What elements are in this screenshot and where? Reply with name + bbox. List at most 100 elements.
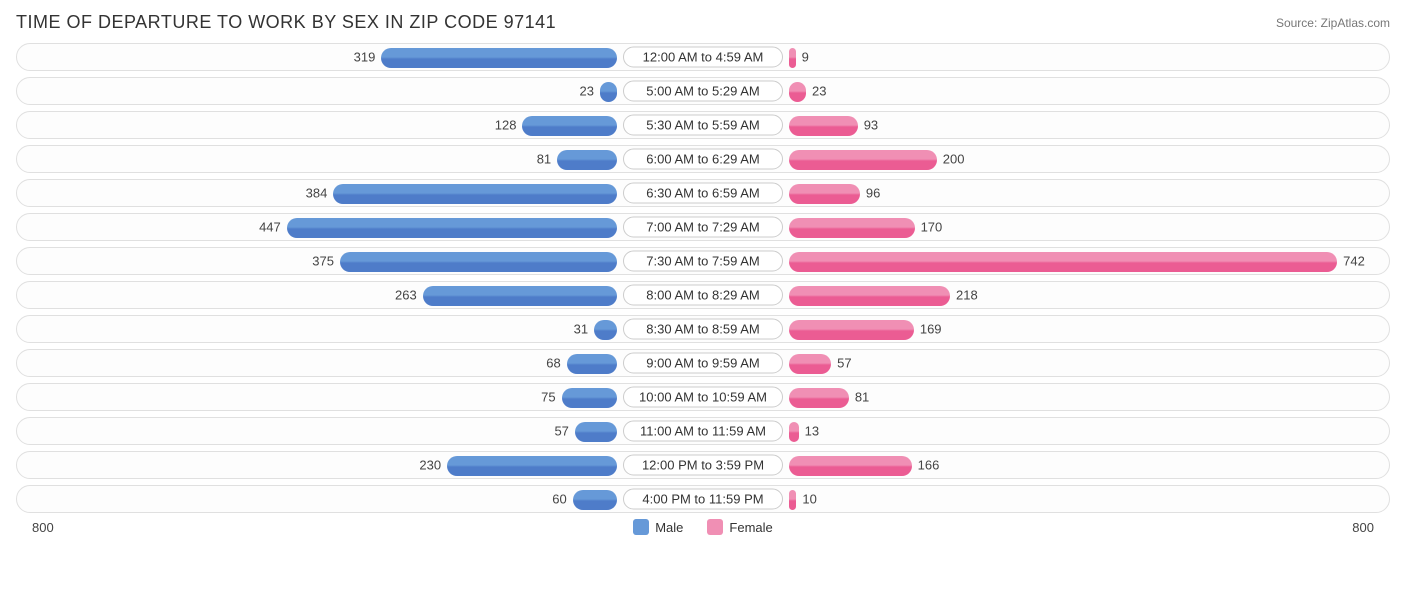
female-value: 23 xyxy=(812,84,826,99)
male-value: 81 xyxy=(537,152,551,167)
chart-row: 31 169 8:30 AM to 8:59 AM xyxy=(16,315,1390,343)
female-half: 218 xyxy=(703,282,1389,308)
header: TIME OF DEPARTURE TO WORK BY SEX IN ZIP … xyxy=(16,8,1390,43)
chart-row: 812006:00 AM to 6:29 AM xyxy=(16,145,1390,173)
category-label: 8:00 AM to 8:29 AM xyxy=(623,285,783,306)
male-bar xyxy=(567,354,617,374)
legend: 800 Male Female 800 xyxy=(16,519,1390,535)
female-half: 742 xyxy=(703,248,1389,274)
category-label: 7:00 AM to 7:29 AM xyxy=(623,217,783,238)
male-half: 447 xyxy=(17,214,703,240)
legend-male-label: Male xyxy=(655,520,683,535)
male-half: 81 xyxy=(17,146,703,172)
female-bar xyxy=(789,422,799,442)
axis-max-right: 800 xyxy=(1352,520,1374,535)
male-bar xyxy=(557,150,617,170)
chart-row: 263 218 8:00 AM to 8:29 AM xyxy=(16,281,1390,309)
source-label: Source: ZipAtlas.com xyxy=(1276,16,1390,30)
female-bar xyxy=(789,456,912,476)
male-half: 384 xyxy=(17,180,703,206)
male-bar xyxy=(575,422,617,442)
category-label: 5:30 AM to 5:59 AM xyxy=(623,115,783,136)
female-value: 169 xyxy=(920,322,942,337)
female-value: 218 xyxy=(956,288,978,303)
male-value: 375 xyxy=(312,254,334,269)
male-value: 68 xyxy=(546,356,560,371)
category-label: 12:00 PM to 3:59 PM xyxy=(623,455,783,476)
category-label: 5:00 AM to 5:29 AM xyxy=(623,81,783,102)
female-bar xyxy=(789,218,915,238)
chart-row: 128 93 5:30 AM to 5:59 AM xyxy=(16,111,1390,139)
male-value: 75 xyxy=(541,390,555,405)
category-label: 12:00 AM to 4:59 AM xyxy=(623,47,783,68)
female-value: 10 xyxy=(802,492,816,507)
category-label: 4:00 PM to 11:59 PM xyxy=(623,489,783,510)
female-value: 13 xyxy=(805,424,819,439)
category-label: 7:30 AM to 7:59 AM xyxy=(623,251,783,272)
chart-row: 384966:30 AM to 6:59 AM xyxy=(16,179,1390,207)
male-value: 263 xyxy=(395,288,417,303)
chart-row: 375 7427:30 AM to 7:59 AM xyxy=(16,247,1390,275)
female-half: 96 xyxy=(703,180,1389,206)
female-bar xyxy=(789,490,796,510)
chart-row: 68 579:00 AM to 9:59 AM xyxy=(16,349,1390,377)
male-bar xyxy=(423,286,617,306)
male-bar xyxy=(573,490,617,510)
female-half: 200 xyxy=(703,146,1389,172)
female-value: 166 xyxy=(918,458,940,473)
female-bar xyxy=(789,354,831,374)
male-half: 128 xyxy=(17,112,703,138)
female-half: 166 xyxy=(703,452,1389,478)
category-label: 10:00 AM to 10:59 AM xyxy=(623,387,783,408)
male-half: 230 xyxy=(17,452,703,478)
female-half: 9 xyxy=(703,44,1389,70)
male-bar xyxy=(333,184,617,204)
female-value: 200 xyxy=(943,152,965,167)
female-bar xyxy=(789,320,914,340)
male-value: 230 xyxy=(419,458,441,473)
male-half: 23 xyxy=(17,78,703,104)
female-bar xyxy=(789,388,849,408)
male-value: 128 xyxy=(495,118,517,133)
female-half: 23 xyxy=(703,78,1389,104)
female-bar xyxy=(789,184,860,204)
chart-row: 230 166 12:00 PM to 3:59 PM xyxy=(16,451,1390,479)
male-bar xyxy=(594,320,617,340)
chart-row: 60 10 4:00 PM to 11:59 PM xyxy=(16,485,1390,513)
legend-female-label: Female xyxy=(729,520,772,535)
female-half: 93 xyxy=(703,112,1389,138)
male-half: 263 xyxy=(17,282,703,308)
axis-max-left: 800 xyxy=(32,520,54,535)
category-label: 9:00 AM to 9:59 AM xyxy=(623,353,783,374)
male-bar xyxy=(562,388,617,408)
legend-female: Female xyxy=(707,519,772,535)
female-value: 9 xyxy=(802,50,809,65)
female-half: 81 xyxy=(703,384,1389,410)
chart-row: 57 13 11:00 AM to 11:59 AM xyxy=(16,417,1390,445)
female-half: 169 xyxy=(703,316,1389,342)
male-value: 447 xyxy=(259,220,281,235)
male-half: 375 xyxy=(17,248,703,274)
chart-row: 319 9 12:00 AM to 4:59 AM xyxy=(16,43,1390,71)
female-half: 10 xyxy=(703,486,1389,512)
chart-row: 4471707:00 AM to 7:29 AM xyxy=(16,213,1390,241)
female-value: 81 xyxy=(855,390,869,405)
legend-male: Male xyxy=(633,519,683,535)
female-value: 93 xyxy=(864,118,878,133)
female-half: 13 xyxy=(703,418,1389,444)
male-half: 60 xyxy=(17,486,703,512)
male-half: 75 xyxy=(17,384,703,410)
male-half: 57 xyxy=(17,418,703,444)
male-value: 384 xyxy=(306,186,328,201)
male-half: 31 xyxy=(17,316,703,342)
female-bar xyxy=(789,48,796,68)
chart-row: 23235:00 AM to 5:29 AM xyxy=(16,77,1390,105)
male-half: 68 xyxy=(17,350,703,376)
chart-row: 75 81 10:00 AM to 10:59 AM xyxy=(16,383,1390,411)
female-half: 57 xyxy=(703,350,1389,376)
female-bar xyxy=(789,252,1337,272)
male-value: 319 xyxy=(354,50,376,65)
female-bar xyxy=(789,286,950,306)
category-label: 8:30 AM to 8:59 AM xyxy=(623,319,783,340)
category-label: 11:00 AM to 11:59 AM xyxy=(623,421,783,442)
